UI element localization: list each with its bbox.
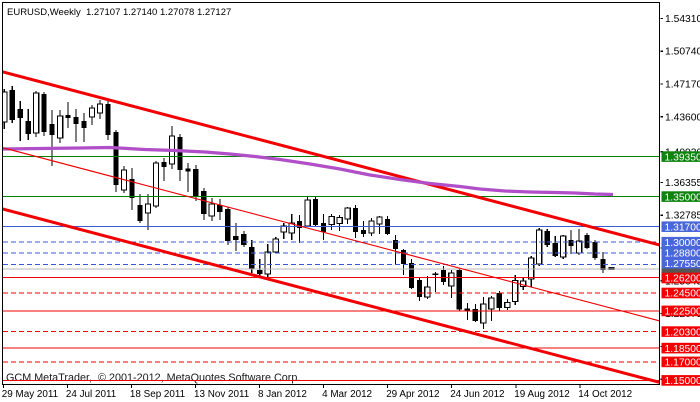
svg-text:1.31700: 1.31700 bbox=[665, 222, 700, 233]
svg-text:1.30000: 1.30000 bbox=[665, 238, 700, 249]
svg-text:1.39350: 1.39350 bbox=[665, 152, 700, 163]
svg-text:4 Mar 2012: 4 Mar 2012 bbox=[322, 389, 372, 400]
svg-text:1.18500: 1.18500 bbox=[665, 344, 700, 355]
svg-text:29 May 2011: 29 May 2011 bbox=[2, 389, 59, 400]
svg-text:1.32785: 1.32785 bbox=[665, 211, 700, 222]
svg-text:13 Nov 2011: 13 Nov 2011 bbox=[194, 389, 250, 400]
svg-text:14 Oct 2012: 14 Oct 2012 bbox=[578, 389, 632, 400]
svg-text:1.20300: 1.20300 bbox=[665, 327, 700, 338]
svg-text:1.36355: 1.36355 bbox=[665, 178, 700, 189]
svg-text:19 Aug 2012: 19 Aug 2012 bbox=[514, 389, 569, 400]
svg-text:1.15000: 1.15000 bbox=[665, 376, 700, 387]
svg-text:EURUSD,Weekly 1.27107 1.27140: EURUSD,Weekly 1.27107 1.27140 1.27078 1.… bbox=[7, 7, 231, 18]
svg-text:1.28800: 1.28800 bbox=[665, 249, 700, 260]
svg-text:1.17000: 1.17000 bbox=[665, 358, 700, 369]
svg-text:24 Jun 2012: 24 Jun 2012 bbox=[450, 389, 504, 400]
svg-text:1.22500: 1.22500 bbox=[665, 307, 700, 318]
svg-text:24 Jul 2011: 24 Jul 2011 bbox=[66, 389, 117, 400]
svg-text:1.26200: 1.26200 bbox=[665, 274, 700, 285]
svg-text:1.47170: 1.47170 bbox=[665, 80, 700, 91]
svg-text:18 Sep 2011: 18 Sep 2011 bbox=[130, 389, 186, 400]
svg-text:1.43600: 1.43600 bbox=[665, 112, 700, 123]
svg-text:1.50740: 1.50740 bbox=[665, 47, 700, 58]
svg-text:1.54310: 1.54310 bbox=[665, 14, 700, 25]
svg-text:1.24500: 1.24500 bbox=[665, 289, 700, 300]
svg-text:1.35000: 1.35000 bbox=[665, 192, 700, 203]
svg-text:1.27550: 1.27550 bbox=[665, 259, 700, 270]
svg-text:GCM MetaTrader, © 2001-2012,: GCM MetaTrader, © 2001-2012, MetaQuotes … bbox=[6, 372, 300, 384]
svg-text:29 Apr 2012: 29 Apr 2012 bbox=[386, 389, 439, 400]
svg-text:8 Jan 2012: 8 Jan 2012 bbox=[258, 389, 307, 400]
